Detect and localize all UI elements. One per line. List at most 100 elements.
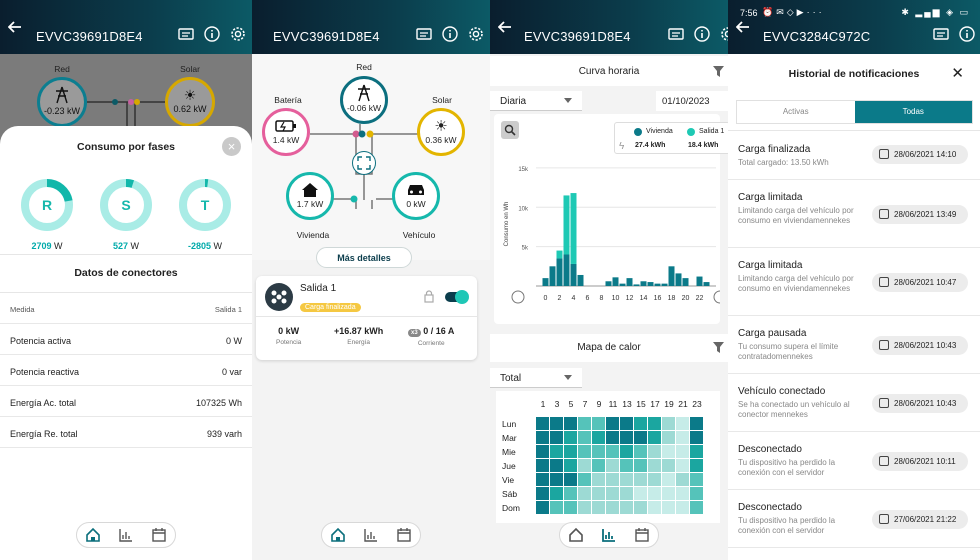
gear-icon[interactable] xyxy=(230,26,246,42)
heatmap-cell xyxy=(690,501,703,514)
notification-title: Carga finalizada xyxy=(738,144,811,155)
heatmap-cell xyxy=(690,417,703,430)
heatmap-cell xyxy=(564,473,577,486)
heatmap-cell xyxy=(606,473,619,486)
heatmap-cell xyxy=(592,417,605,430)
notification-item[interactable]: Carga finalizada Total cargado: 13.50 kWh… xyxy=(728,132,980,180)
close-icon[interactable]: ✕ xyxy=(951,65,964,82)
home-icon[interactable] xyxy=(330,527,346,543)
close-button[interactable]: × xyxy=(222,137,241,156)
expand-button[interactable] xyxy=(352,151,376,175)
curve-header: Curva horaria xyxy=(490,56,728,86)
notification-item[interactable]: Carga limitada Limitando carga del vehícu… xyxy=(728,180,980,248)
notification-item[interactable]: Carga pausada Tu consumo supera el límite… xyxy=(728,316,980,374)
x-tick-label: 20 xyxy=(682,295,690,302)
sun-icon: ☀ xyxy=(434,118,448,135)
divider xyxy=(256,316,477,317)
calendar-icon[interactable] xyxy=(634,527,650,543)
heatmap-cell xyxy=(550,445,563,458)
chart-icon[interactable] xyxy=(601,527,617,543)
x-tick-label: 16 xyxy=(654,295,662,302)
legend-label: Salida 1 xyxy=(699,128,725,135)
next-day-button[interactable] xyxy=(713,290,720,304)
info-icon[interactable] xyxy=(442,26,458,42)
zoom-button[interactable] xyxy=(501,121,519,139)
bar-vivienda xyxy=(549,266,556,286)
device-title: EVVC3284C972C xyxy=(763,29,871,44)
notification-item[interactable]: Desconectado Tu dispositivo ha perdido la… xyxy=(728,432,980,490)
date-chip: 28/06/2021 10:11 xyxy=(872,452,968,471)
filter-icon[interactable] xyxy=(713,342,724,353)
date-chip: 28/06/2021 10:43 xyxy=(872,336,968,355)
heatmap-cell xyxy=(606,501,619,514)
heatmap-cell xyxy=(578,487,591,500)
chevron-down-icon xyxy=(564,98,572,103)
divider xyxy=(728,130,980,131)
lock-icon[interactable] xyxy=(424,290,434,303)
calendar-icon[interactable] xyxy=(151,527,167,543)
gear-icon[interactable] xyxy=(468,26,484,42)
toolbar-icons xyxy=(933,26,975,42)
chart-icon[interactable] xyxy=(363,527,379,543)
more-details-button[interactable]: Más detalles xyxy=(316,247,412,268)
x-tick-label: 10 xyxy=(612,295,620,302)
tab-todas[interactable]: Todas xyxy=(854,101,972,123)
vehicle-node: 0 kW xyxy=(392,172,440,220)
notes-icon[interactable] xyxy=(668,26,684,42)
period-value: Diaria xyxy=(500,96,527,107)
notification-desc: Total cargado: 13.50 kWh xyxy=(738,158,829,167)
date-picker[interactable]: 01/10/2023 xyxy=(656,91,728,111)
period-dropdown[interactable]: Diaria xyxy=(490,91,582,111)
info-icon[interactable] xyxy=(204,26,220,42)
back-arrow-icon[interactable] xyxy=(8,20,22,34)
date-chip: 28/06/2021 13:49 xyxy=(872,205,968,224)
heatmap-cell xyxy=(550,431,563,444)
device-title: EVVC39691D8E4 xyxy=(36,29,143,44)
back-arrow-icon[interactable] xyxy=(736,20,750,34)
prev-day-button[interactable] xyxy=(511,290,525,304)
y-axis-label: Consumo en Wh xyxy=(504,202,510,247)
notification-title: Desconectado xyxy=(738,502,802,513)
notification-item[interactable]: Vehículo conectado Se ha conectado un veh… xyxy=(728,374,980,432)
charts-screen: EVVC39691D8E4 Curva horaria Diaria 01/10… xyxy=(490,0,728,560)
heatmap-title: Mapa de calor xyxy=(577,342,641,353)
sun-icon: ☀ xyxy=(183,87,197,103)
heatmap-cell xyxy=(564,487,577,500)
status-badge: Carga finalizada xyxy=(300,296,361,314)
tab-activas[interactable]: Activas xyxy=(737,101,855,123)
battery-value: 1.4 kW xyxy=(272,135,300,145)
row-label: Energía Re. total xyxy=(10,429,78,439)
notification-item[interactable]: Carga limitada Limitando carga del vehícu… xyxy=(728,248,980,316)
info-icon[interactable] xyxy=(694,26,710,42)
info-icon[interactable] xyxy=(959,26,975,42)
heatmap-day-label: Vie xyxy=(502,475,515,485)
gear-icon[interactable] xyxy=(720,26,728,42)
notes-icon[interactable] xyxy=(416,26,432,42)
notes-icon[interactable] xyxy=(933,26,949,42)
notification-item[interactable]: Desconectado Tu dispositivo ha perdido la… xyxy=(728,490,980,548)
chart-icon[interactable] xyxy=(118,527,134,543)
home-icon[interactable] xyxy=(85,527,101,543)
row-value: 107325 Wh xyxy=(195,398,242,408)
heatmap-dropdown[interactable]: Total xyxy=(490,368,582,388)
table-row: Energía Re. total 939 varh xyxy=(0,417,252,448)
heatmap-cell xyxy=(648,473,661,486)
calendar-icon[interactable] xyxy=(396,527,412,543)
charge-toggle[interactable] xyxy=(445,290,469,304)
gauge-ring: R xyxy=(21,179,73,231)
heatmap-cell xyxy=(648,459,661,472)
solar-node: ☀ 0.62 kW xyxy=(165,77,215,127)
filter-icon[interactable] xyxy=(713,66,724,77)
red-label: Red xyxy=(356,62,372,72)
notification-desc: Se ha conectado un vehículo al conector … xyxy=(738,400,850,420)
page-title: Historial de notificaciones xyxy=(788,68,920,80)
home-icon[interactable] xyxy=(568,527,584,543)
solar-label: Solar xyxy=(432,95,452,105)
notes-icon[interactable] xyxy=(178,26,194,42)
tabs: Activas Todas xyxy=(736,100,973,124)
x-tick-label: 8 xyxy=(600,295,604,302)
bar-vivienda xyxy=(542,278,549,286)
back-arrow-icon[interactable] xyxy=(498,20,512,34)
notification-title: Vehículo conectado xyxy=(738,386,826,397)
stat-value: 0 / 16 A xyxy=(423,326,455,336)
